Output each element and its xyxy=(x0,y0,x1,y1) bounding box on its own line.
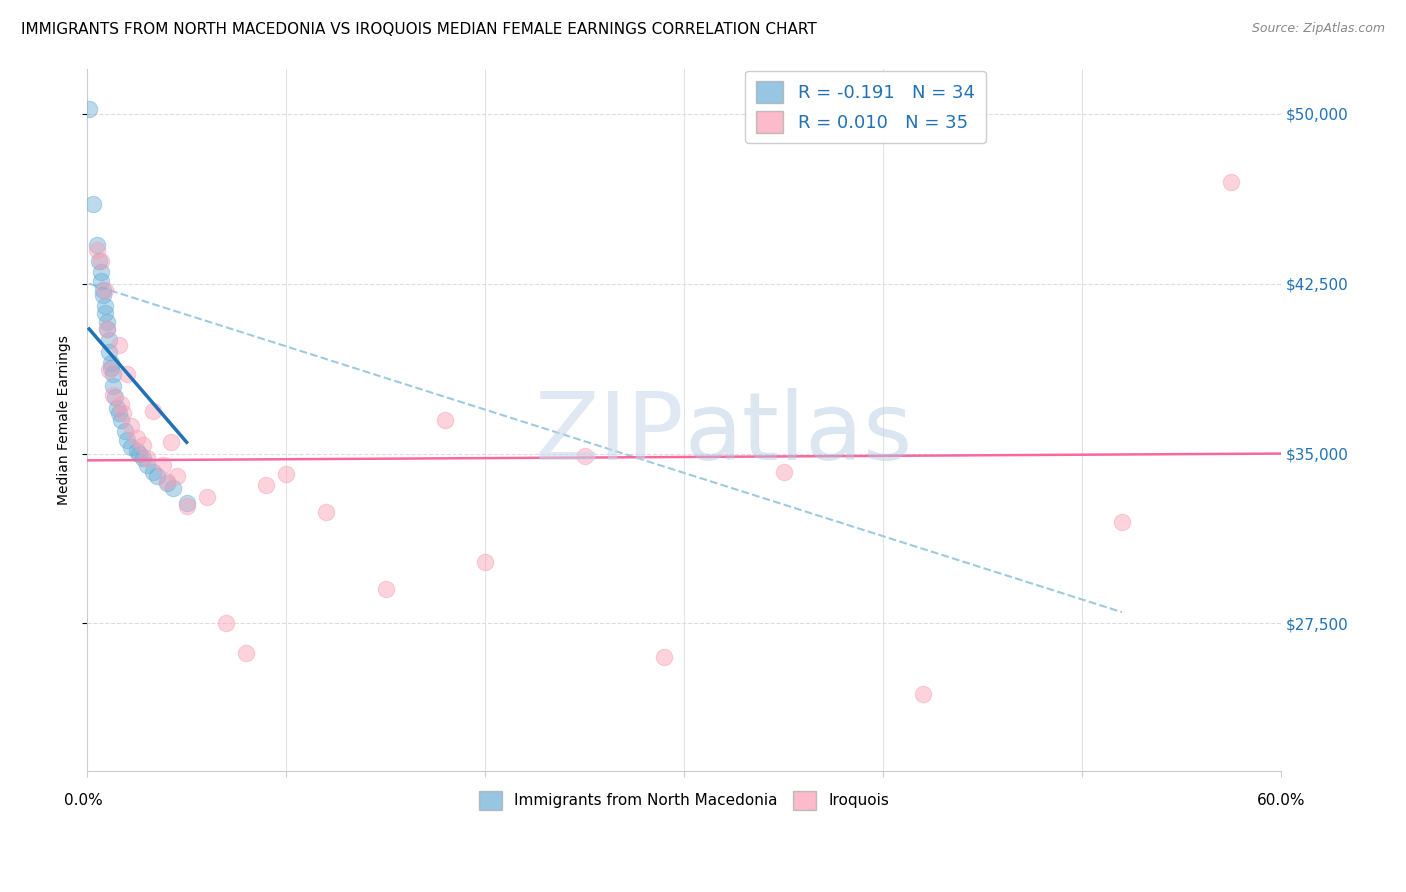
Point xyxy=(195,490,218,504)
Point xyxy=(90,265,112,279)
Point xyxy=(156,474,179,488)
Text: 60.0%: 60.0% xyxy=(1257,793,1305,808)
Point xyxy=(87,254,110,268)
Point xyxy=(98,334,121,348)
Point xyxy=(120,440,142,454)
Point xyxy=(91,288,114,302)
Point xyxy=(98,363,121,377)
Point xyxy=(82,197,104,211)
Point xyxy=(135,451,157,466)
Point xyxy=(105,401,128,416)
Point xyxy=(120,419,142,434)
Point xyxy=(772,465,794,479)
Point xyxy=(94,284,117,298)
Point xyxy=(96,322,118,336)
Point xyxy=(135,458,157,472)
Point xyxy=(142,465,165,479)
Point xyxy=(574,449,596,463)
Point xyxy=(86,238,108,252)
Point xyxy=(91,284,114,298)
Point xyxy=(96,315,118,329)
Point xyxy=(90,275,112,289)
Point xyxy=(652,650,675,665)
Point xyxy=(1111,515,1133,529)
Point xyxy=(96,322,118,336)
Y-axis label: Median Female Earnings: Median Female Earnings xyxy=(58,334,72,505)
Point xyxy=(254,478,277,492)
Point xyxy=(101,368,124,382)
Legend: Immigrants from North Macedonia, Iroquois: Immigrants from North Macedonia, Iroquoi… xyxy=(472,785,896,815)
Point xyxy=(100,356,122,370)
Point xyxy=(77,103,100,117)
Point xyxy=(98,344,121,359)
Point xyxy=(434,412,457,426)
Point xyxy=(108,406,131,420)
Point xyxy=(176,499,198,513)
Point xyxy=(374,582,396,597)
Point xyxy=(101,378,124,392)
Point xyxy=(125,431,148,445)
Text: 0.0%: 0.0% xyxy=(63,793,103,808)
Point xyxy=(132,437,155,451)
Point xyxy=(111,406,134,420)
Point xyxy=(156,476,179,491)
Point xyxy=(911,687,934,701)
Point xyxy=(474,555,496,569)
Point xyxy=(115,433,138,447)
Point xyxy=(108,338,131,352)
Point xyxy=(104,390,127,404)
Point xyxy=(276,467,298,481)
Text: IMMIGRANTS FROM NORTH MACEDONIA VS IROQUOIS MEDIAN FEMALE EARNINGS CORRELATION C: IMMIGRANTS FROM NORTH MACEDONIA VS IROQU… xyxy=(21,22,817,37)
Text: Source: ZipAtlas.com: Source: ZipAtlas.com xyxy=(1251,22,1385,36)
Point xyxy=(235,646,257,660)
Point xyxy=(128,446,150,460)
Point xyxy=(176,496,198,510)
Point xyxy=(132,451,155,466)
Text: ZIP: ZIP xyxy=(534,388,685,480)
Point xyxy=(215,616,238,631)
Point xyxy=(114,424,136,438)
Point xyxy=(110,412,132,426)
Point xyxy=(146,469,169,483)
Point xyxy=(142,403,165,417)
Point xyxy=(110,397,132,411)
Point xyxy=(315,506,337,520)
Point xyxy=(115,368,138,382)
Point xyxy=(94,306,117,320)
Point xyxy=(152,458,174,472)
Point xyxy=(125,444,148,458)
Point xyxy=(166,469,188,483)
Point xyxy=(159,435,181,450)
Text: atlas: atlas xyxy=(685,388,912,480)
Point xyxy=(86,243,108,257)
Point xyxy=(101,387,124,401)
Point xyxy=(1220,175,1243,189)
Point xyxy=(100,360,122,375)
Point xyxy=(90,254,112,268)
Point xyxy=(162,481,184,495)
Point xyxy=(94,299,117,313)
